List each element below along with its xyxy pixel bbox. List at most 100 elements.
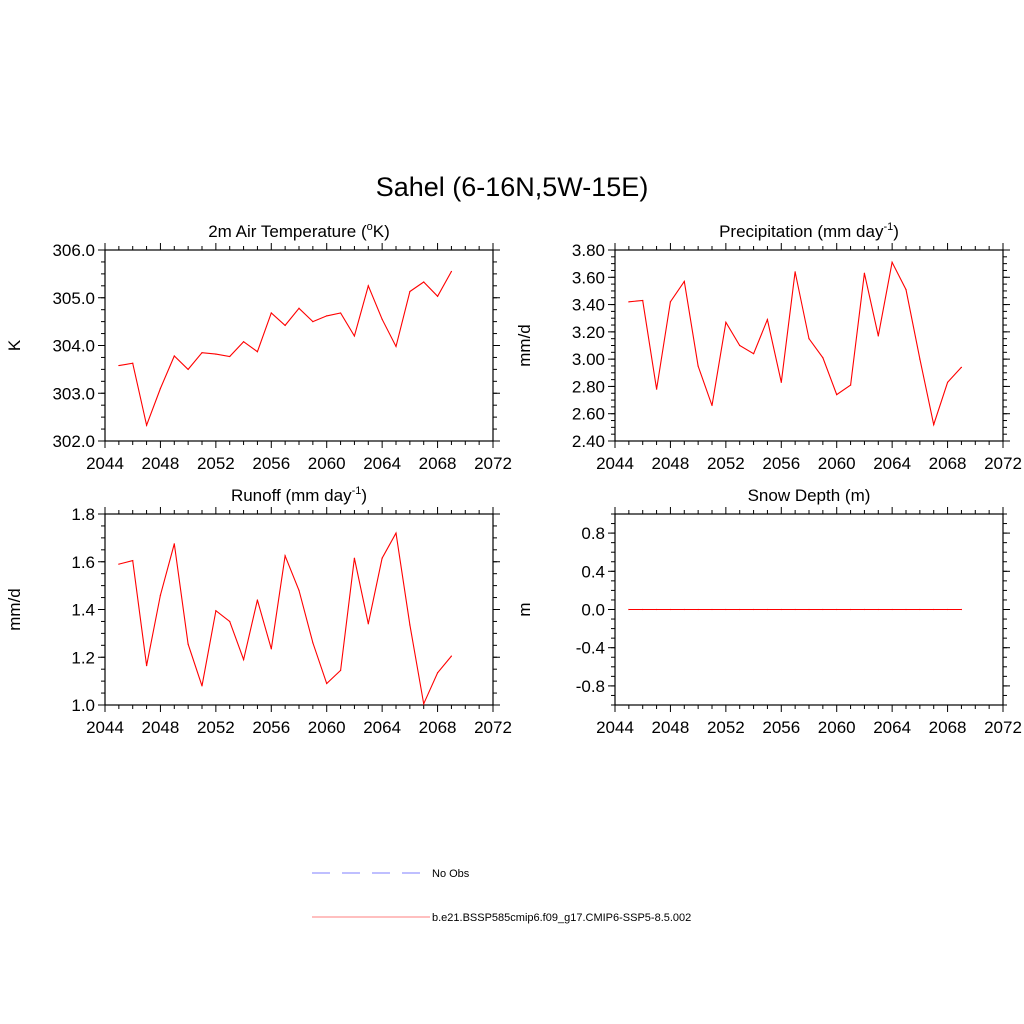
- y-tick-label: 1.8: [71, 505, 95, 524]
- x-tick-label: 2048: [142, 718, 180, 737]
- y-tick-label: 306.0: [52, 241, 95, 260]
- panels: 2m Air Temperature (oK) K 2044 2048 2052 2056…: [5, 221, 1022, 737]
- data-point: [159, 594, 162, 596]
- data-point: [118, 364, 120, 367]
- x-tick-label: 2064: [363, 454, 401, 473]
- data-point: [353, 557, 356, 559]
- data-point: [905, 608, 907, 611]
- data-point: [933, 424, 935, 426]
- data-point: [450, 655, 453, 657]
- data-point: [436, 295, 439, 297]
- data-point: [766, 608, 769, 611]
- panel-1: 2m Air Temperature (oK) K 2044 2048 2052 2056…: [5, 221, 512, 473]
- data-point: [877, 335, 879, 337]
- x-tick-label: 2068: [419, 454, 457, 473]
- panel-title: Runoff (mm day-1): [231, 485, 367, 505]
- series-line: [118, 271, 452, 428]
- panel-title-part: Runoff (mm day: [231, 486, 352, 505]
- figure-title: Sahel (6-16N,5W-15E): [376, 172, 649, 202]
- data-point: [752, 608, 755, 611]
- y-tick-label: 305.0: [52, 289, 95, 308]
- data-point: [132, 559, 134, 562]
- x-tick-label: 2044: [86, 454, 124, 473]
- y-tick-label: -0.8: [576, 677, 605, 696]
- data-point: [284, 555, 286, 557]
- x-tick-label: 2052: [707, 718, 745, 737]
- data-point: [201, 352, 203, 354]
- panel-title-part: Precipitation (mm day: [719, 222, 884, 241]
- data-point: [891, 261, 893, 263]
- data-point: [933, 608, 935, 611]
- data-point: [628, 301, 630, 303]
- x-tick-label: 2072: [984, 718, 1022, 737]
- data-point: [946, 381, 949, 383]
- y-tick-label: 2.80: [572, 377, 605, 396]
- data-point: [752, 353, 755, 355]
- x-tick-label: 2052: [707, 454, 745, 473]
- data-point: [655, 608, 658, 611]
- panel-title: Snow Depth (m): [748, 486, 871, 505]
- series-line: [628, 260, 962, 427]
- panel-2: Precipitation (mm day-1) mm/d 2044 2048 2052…: [515, 221, 1022, 473]
- data-point: [423, 703, 425, 705]
- y-tick-label: -0.4: [576, 639, 605, 658]
- y-axis-label: mm/d: [5, 588, 24, 631]
- data-point: [436, 672, 439, 674]
- x-tick-label: 2056: [762, 454, 800, 473]
- y-tick-label: 1.4: [71, 601, 95, 620]
- data-point: [298, 307, 300, 309]
- data-point: [339, 669, 342, 671]
- x-tick-label: 2044: [596, 454, 634, 473]
- x-tick-label: 2060: [308, 454, 346, 473]
- data-point: [683, 608, 685, 611]
- data-point: [367, 285, 369, 287]
- y-tick-label: 2.40: [572, 432, 605, 451]
- data-point: [794, 271, 796, 273]
- x-tick-label: 2052: [197, 718, 235, 737]
- data-point: [919, 608, 921, 611]
- x-tick-label: 2052: [197, 454, 235, 473]
- data-point: [270, 312, 272, 314]
- y-axis-label: K: [5, 339, 24, 351]
- data-point: [642, 608, 644, 611]
- y-tick-label: 3.60: [572, 268, 605, 287]
- data-point: [173, 543, 175, 545]
- data-point: [270, 648, 272, 650]
- data-point: [256, 599, 259, 601]
- legend-obs-label: No Obs: [432, 868, 470, 880]
- panel-4: Snow Depth (m) m 2044 2048 2052 2056 2060 2064 2…: [515, 486, 1022, 737]
- data-point: [145, 424, 148, 426]
- y-tick-label: 0.0: [581, 601, 605, 620]
- y-tick-label: 3.80: [572, 241, 605, 260]
- data-point: [697, 365, 699, 367]
- data-point: [284, 324, 286, 327]
- data-point: [132, 362, 134, 364]
- data-point: [215, 353, 217, 355]
- data-point: [725, 608, 727, 611]
- y-tick-label: 304.0: [52, 337, 95, 356]
- x-tick-label: 2064: [873, 454, 911, 473]
- data-point: [960, 608, 963, 611]
- data-point: [794, 608, 796, 611]
- data-point: [312, 642, 314, 644]
- data-point: [215, 610, 217, 612]
- x-tick-label: 2064: [363, 718, 401, 737]
- data-point: [339, 312, 342, 314]
- x-tick-label: 2056: [762, 718, 800, 737]
- data-point: [946, 608, 949, 611]
- x-tick-label: 2072: [474, 718, 512, 737]
- panel-title-part: ): [361, 486, 367, 505]
- data-point: [780, 608, 782, 611]
- data-point: [423, 281, 425, 283]
- data-point: [836, 608, 838, 611]
- data-point: [326, 682, 328, 685]
- legend-model-label: b.e21.BSSP585cmip6.f09_g17.CMIP6-SSP5-8.…: [432, 912, 691, 924]
- x-tick-label: 2044: [596, 718, 634, 737]
- data-point: [326, 315, 328, 317]
- data-point: [229, 620, 231, 623]
- panel-title-part: Snow Depth (m): [748, 486, 871, 505]
- panel-title-part: K): [373, 222, 390, 241]
- panel-title-superscript: o: [367, 221, 373, 233]
- data-point: [409, 624, 411, 626]
